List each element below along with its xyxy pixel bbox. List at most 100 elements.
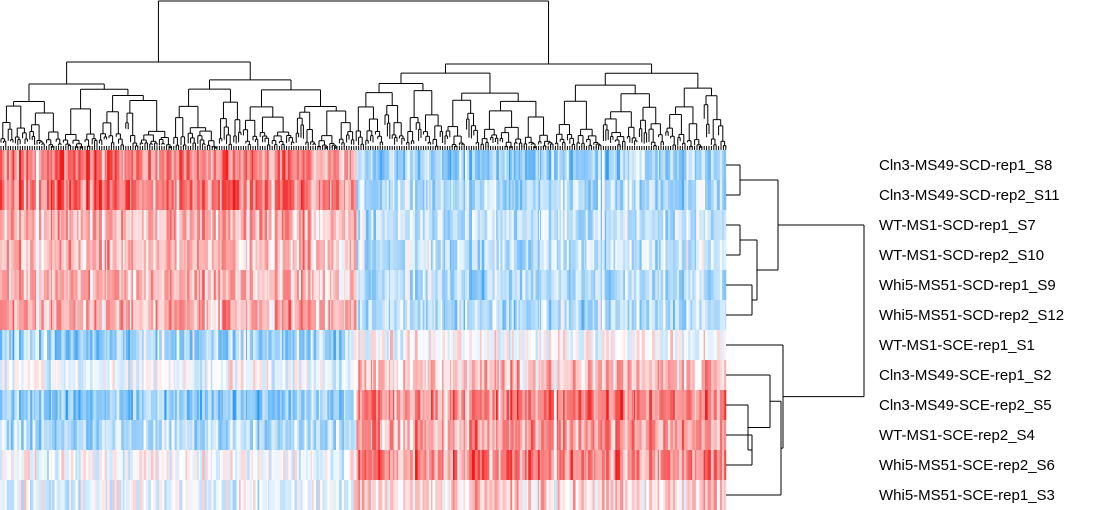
heatmap-cell	[235, 480, 237, 510]
heatmap-cell	[70, 180, 74, 210]
heatmap-cell	[251, 210, 254, 240]
heatmap-cell	[525, 390, 527, 420]
heatmap-cell	[302, 240, 305, 270]
heatmap-cell	[441, 420, 444, 450]
heatmap-cell	[530, 480, 534, 510]
heatmap-cell	[298, 360, 302, 390]
heatmap-cell	[168, 300, 171, 330]
heatmap-cell	[296, 210, 300, 240]
heatmap-cell	[249, 330, 252, 360]
heatmap-cell	[535, 480, 539, 510]
heatmap-cell	[89, 300, 93, 330]
heatmap-cell	[350, 300, 354, 330]
heatmap-cell	[213, 150, 217, 180]
heatmap-cell	[121, 420, 124, 450]
heatmap-cell	[104, 390, 107, 420]
heatmap-cell	[538, 180, 541, 210]
heatmap-cell	[32, 240, 34, 270]
heatmap-cell	[116, 270, 120, 300]
heatmap-cell	[358, 480, 361, 510]
heatmap-cell	[407, 330, 411, 360]
heatmap-cell	[358, 450, 361, 480]
heatmap-cell	[175, 270, 177, 300]
heatmap-cell	[283, 300, 286, 330]
heatmap-cell	[489, 480, 493, 510]
heatmap-cell	[34, 270, 37, 300]
heatmap-cell	[592, 360, 595, 390]
heatmap-cell	[157, 420, 160, 450]
heatmap-cell	[304, 420, 307, 450]
heatmap-cell	[114, 270, 117, 300]
heatmap-cell	[6, 150, 10, 180]
heatmap-cell	[70, 480, 74, 510]
heatmap-cell	[219, 270, 222, 300]
heatmap-cell	[274, 210, 278, 240]
heatmap-cell	[316, 270, 320, 300]
heatmap-cell	[168, 330, 171, 360]
heatmap-cell	[221, 480, 223, 510]
heatmap-cell	[161, 330, 165, 360]
heatmap-cell	[176, 480, 180, 510]
heatmap-cell	[43, 240, 48, 270]
heatmap-cell	[484, 330, 488, 360]
heatmap-cell	[150, 330, 154, 360]
heatmap-cell	[252, 180, 256, 210]
heatmap-cell	[143, 300, 147, 330]
heatmap-cell	[522, 480, 526, 510]
heatmap-cell	[348, 180, 350, 210]
heatmap-cell	[23, 150, 27, 180]
heatmap-cell	[41, 420, 45, 450]
heatmap-cell	[604, 450, 607, 480]
heatmap-cell	[27, 420, 31, 450]
heatmap-cell	[563, 150, 565, 180]
heatmap-cell	[435, 480, 438, 510]
heatmap-cell	[449, 360, 452, 390]
heatmap-cell	[644, 300, 647, 330]
heatmap-cell	[310, 330, 313, 360]
heatmap-cell	[339, 330, 342, 360]
heatmap-cell	[318, 330, 321, 360]
heatmap-cell	[394, 450, 397, 480]
heatmap-cell	[155, 450, 158, 480]
heatmap-cell	[441, 180, 444, 210]
heatmap-cell	[101, 420, 105, 450]
heatmap-cell	[623, 210, 626, 240]
heatmap-cell	[360, 450, 363, 480]
heatmap-cell	[479, 300, 483, 330]
heatmap-cell	[166, 240, 169, 270]
heatmap-cell	[166, 270, 169, 300]
heatmap-cell	[449, 300, 452, 330]
heatmap-cell	[328, 150, 331, 180]
heatmap-cell	[382, 390, 385, 420]
heatmap-cell	[279, 420, 283, 450]
heatmap-cell	[131, 180, 134, 210]
heatmap-cell	[239, 450, 241, 480]
heatmap-cell	[240, 210, 244, 240]
heatmap-cell	[489, 180, 493, 210]
heatmap-cell	[587, 300, 592, 330]
heatmap-cell	[9, 360, 12, 390]
heatmap-cell	[459, 270, 462, 300]
heatmap-cell	[481, 420, 485, 450]
heatmap-cell	[441, 150, 444, 180]
heatmap-cell	[213, 210, 217, 240]
heatmap-cell	[601, 330, 605, 360]
heatmap-cell	[592, 480, 595, 510]
heatmap-cell	[620, 150, 624, 180]
heatmap-cell	[422, 210, 425, 240]
heatmap-cell	[403, 330, 406, 360]
heatmap-cell	[30, 240, 33, 270]
heatmap-cell	[212, 300, 214, 330]
heatmap-cell	[204, 270, 207, 300]
heatmap-cell	[496, 210, 498, 240]
heatmap-cell	[339, 420, 342, 450]
heatmap-cell	[371, 210, 374, 240]
heatmap-cell	[498, 330, 501, 360]
heatmap-cell	[19, 360, 22, 390]
heatmap-cell	[34, 330, 37, 360]
heatmap-cell	[533, 360, 536, 390]
heatmap-cell	[394, 270, 397, 300]
heatmap-cell	[388, 180, 391, 210]
heatmap-cell	[310, 420, 313, 450]
heatmap-cell	[353, 240, 357, 270]
